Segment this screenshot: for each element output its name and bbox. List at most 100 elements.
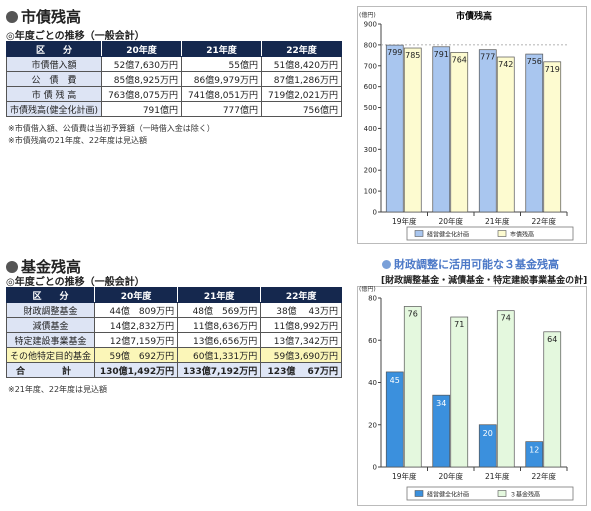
- row-label: 財政調整基金: [5, 302, 96, 318]
- table-cell: 59億3,690万円: [260, 347, 342, 363]
- table-cell: 123億 67万円: [260, 362, 342, 378]
- y-axis-label: (億円): [359, 11, 376, 19]
- table-cell: 60億1,331万円: [177, 347, 262, 363]
- data-label: 791: [434, 50, 449, 59]
- y-tick-label: 400: [364, 125, 377, 133]
- row-label: 市債借入額: [5, 56, 103, 72]
- y-tick-label: 80: [368, 295, 377, 303]
- fund-section-title: 基金残高: [6, 256, 81, 277]
- table-cell: 48億 569万円: [177, 302, 262, 318]
- table-cell: 14億2,832万円: [94, 317, 179, 333]
- table-cell: 741億8,051万円: [181, 86, 262, 102]
- bar: [543, 331, 562, 468]
- legend-swatch: [414, 490, 424, 497]
- table-row: その他特定目的基金 59億 692万円 60億1,331万円 59億3,690万…: [5, 347, 342, 363]
- bar: [543, 61, 562, 213]
- x-tick-label: 19年度: [392, 471, 417, 481]
- data-label: 20: [483, 429, 493, 438]
- data-label: 71: [454, 320, 464, 329]
- x-tick-label: 19年度: [392, 216, 417, 226]
- y-tick-label: 800: [364, 41, 377, 49]
- legend-box: [406, 226, 574, 241]
- table-cell: 86億9,979万円: [181, 71, 262, 87]
- legend-label: 市債残高: [510, 231, 534, 239]
- fund-subtitle: ◎年度ごとの推移（一般会計）: [6, 277, 145, 288]
- row-label: 市債残高(健全化計画): [5, 101, 103, 117]
- data-label: 45: [390, 376, 400, 385]
- data-label: 76: [408, 309, 418, 318]
- y-tick-label: 0: [373, 209, 377, 217]
- bar: [432, 46, 451, 213]
- fund-chart-heading: 財政調整に活用可能な３基金残高: [382, 256, 559, 272]
- bar: [403, 306, 422, 468]
- data-label: 764: [452, 55, 467, 64]
- row-label: 特定建設事業基金: [5, 332, 96, 348]
- fund-chart-subheading: [財政調整基金・減債基金・特定建設事業基金の計]: [381, 276, 588, 286]
- fund-chart-heading-text: 財政調整に活用可能な３基金残高: [394, 258, 559, 271]
- table-cell: 59億 692万円: [94, 347, 179, 363]
- bar: [385, 44, 404, 213]
- table-cell: 13億6,656万円: [177, 332, 262, 348]
- data-label: 719: [545, 65, 560, 74]
- data-label: 785: [405, 51, 420, 60]
- bar: [496, 310, 515, 468]
- bar: [403, 47, 422, 213]
- table-cell: 11億8,992万円: [260, 317, 342, 333]
- x-tick-label: 22年度: [531, 216, 556, 226]
- data-label: 34: [436, 399, 446, 408]
- chart-title: 市債残高: [456, 10, 492, 22]
- table-row: 市債借入額 52億7,630万円 55億円 51億8,420万円: [5, 56, 342, 72]
- bar: [478, 424, 497, 468]
- row-label: 公 債 費: [5, 71, 103, 87]
- column-header: 区 分: [5, 287, 96, 303]
- legend-box: [406, 486, 574, 501]
- data-label: 756: [527, 57, 542, 66]
- bar: [525, 53, 544, 213]
- y-tick-label: 0: [373, 464, 377, 472]
- fund-table: 区 分 20年度 21年度 22年度 財政調整基金 44億 809万円 48億 …: [5, 287, 342, 378]
- table-cell: 55億円: [181, 56, 262, 72]
- row-label: その他特定目的基金: [5, 347, 96, 363]
- data-label: 799: [387, 48, 402, 57]
- legend-label: 経営健全化計画: [427, 491, 469, 499]
- data-label: 777: [480, 53, 495, 62]
- bar: [432, 394, 451, 468]
- table-cell: 13億7,342万円: [260, 332, 342, 348]
- legend-label: 経営健全化計画: [427, 231, 469, 239]
- table-cell: 130億1,492万円: [94, 362, 179, 378]
- column-header: 21年度: [181, 41, 262, 57]
- table-row: 特定建設事業基金 12億7,159万円 13億6,656万円 13億7,342万…: [5, 332, 342, 348]
- y-tick-label: 900: [364, 21, 377, 29]
- bullet-icon: [382, 259, 391, 269]
- y-tick-label: 200: [364, 167, 377, 175]
- y-tick-label: 100: [364, 188, 377, 196]
- table-row: 市債残高(健全化計画) 791億円 777億円 756億円: [5, 101, 342, 117]
- fund-table-header: 区 分 20年度 21年度 22年度: [5, 287, 342, 303]
- table-cell: 719億2,021万円: [261, 86, 342, 102]
- y-tick-label: 60: [368, 337, 377, 345]
- y-tick-label: 500: [364, 104, 377, 112]
- debt-table-header: 区 分 20年度 21年度 22年度: [5, 41, 342, 57]
- y-tick-label: 300: [364, 146, 377, 154]
- bar: [385, 371, 404, 468]
- y-tick-label: 20: [368, 421, 377, 429]
- data-label: 12: [529, 446, 539, 455]
- legend-swatch: [414, 230, 424, 237]
- bar: [496, 56, 515, 213]
- data-label: 74: [501, 314, 511, 323]
- table-cell: 85億8,925万円: [101, 71, 183, 87]
- row-label: 合 計: [5, 362, 96, 378]
- x-tick-label: 21年度: [485, 471, 510, 481]
- table-cell: 133億7,192万円: [177, 362, 262, 378]
- debt-section-title: 市債残高: [6, 6, 81, 27]
- x-tick-label: 22年度: [531, 471, 556, 481]
- row-label: 市 債 残 高: [5, 86, 103, 102]
- data-label: 64: [547, 335, 557, 344]
- fund-bar-chart: (億円) 0 20 40 60 80 45 76 19年度 34 71 20年度 20 74 21年度 12 6…: [357, 286, 587, 506]
- legend-label: ３基金残高: [510, 491, 540, 499]
- table-cell: 12億7,159万円: [94, 332, 179, 348]
- bar: [478, 49, 497, 213]
- table-cell: 763億8,075万円: [101, 86, 183, 102]
- table-total-row: 合 計 130億1,492万円 133億7,192万円 123億 67万円: [5, 362, 342, 378]
